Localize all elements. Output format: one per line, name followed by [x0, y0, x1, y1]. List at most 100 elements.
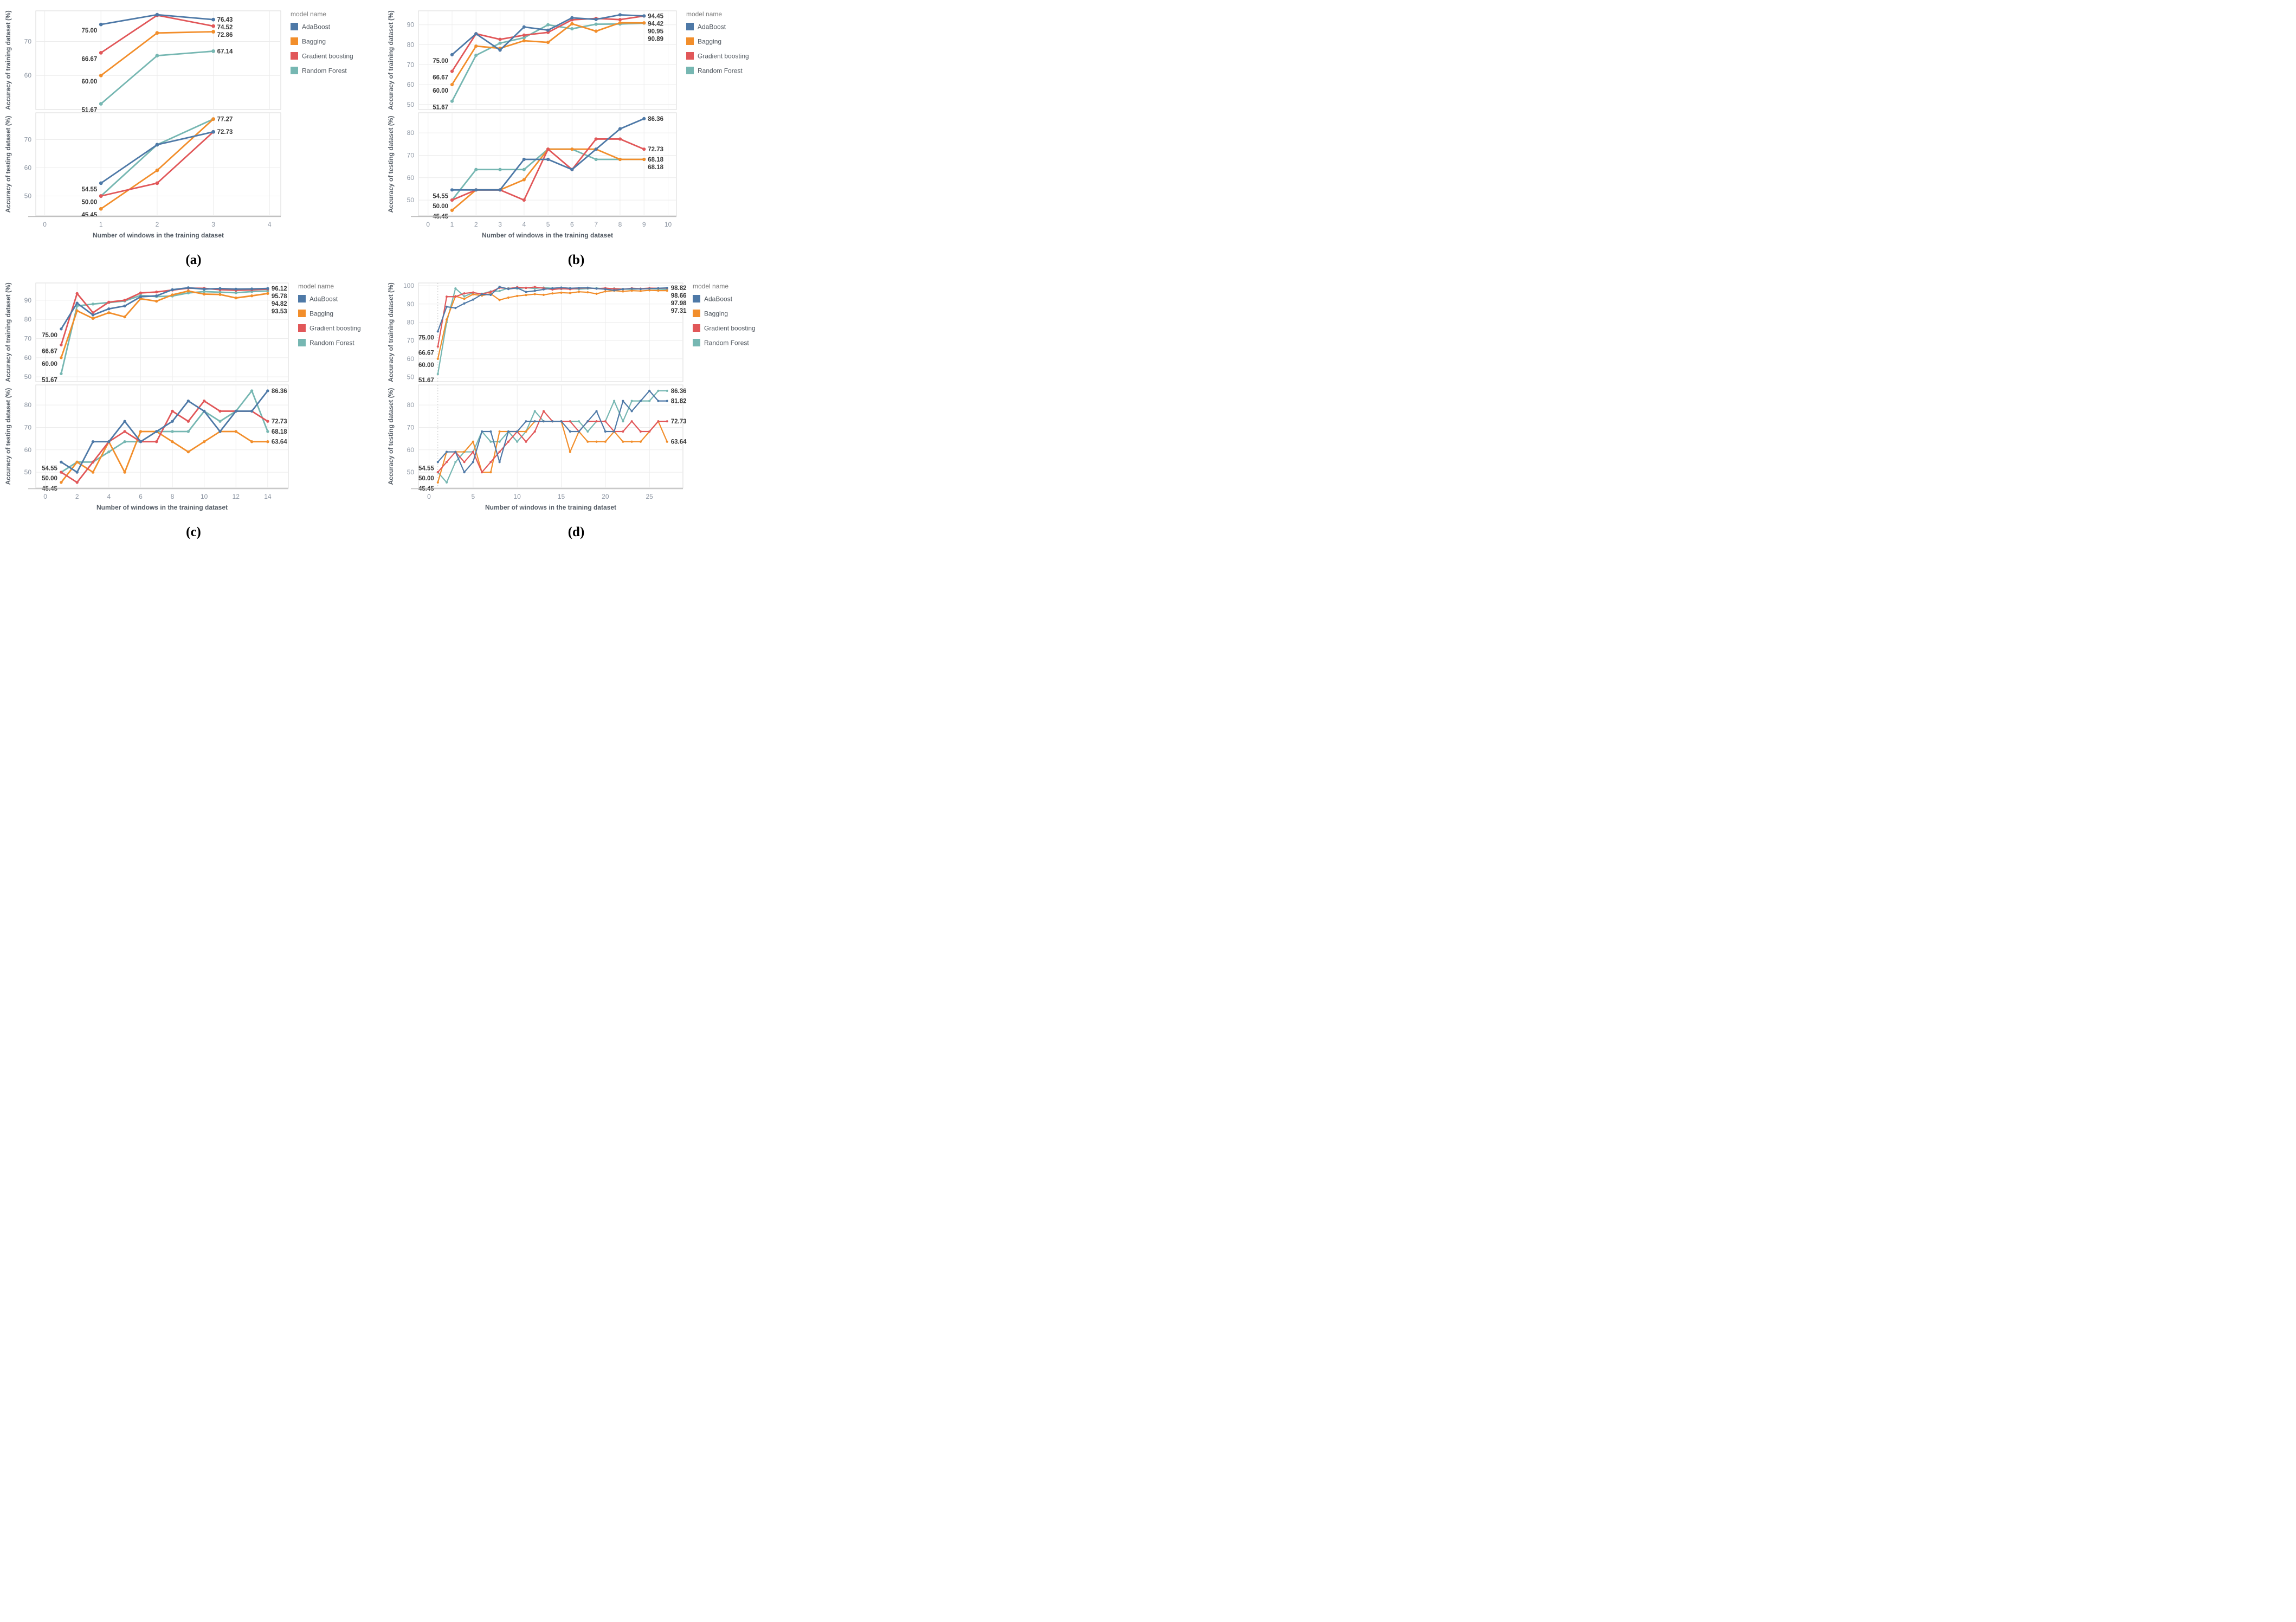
end-value-label: 68.18: [648, 157, 663, 163]
series-marker: [155, 299, 158, 303]
legend-swatch-adaboost: [693, 295, 700, 302]
start-value-label: 60.00: [418, 362, 434, 369]
plot-border-training: [35, 10, 281, 110]
series-marker: [642, 117, 646, 121]
series-marker: [211, 17, 215, 22]
series-marker: [586, 286, 589, 289]
series-marker: [454, 450, 457, 453]
start-value-label: 54.55: [42, 465, 57, 472]
series-marker: [445, 318, 448, 321]
series-marker: [586, 291, 589, 294]
legend-title: model name: [686, 10, 722, 18]
y-axis-title-testing: Accuracy of testing dataset (%): [4, 388, 12, 485]
y-tick-label: 70: [407, 61, 415, 68]
series-marker: [463, 461, 466, 464]
series-marker: [648, 289, 651, 292]
legend-label-gradient-boosting: Gradient boosting: [704, 325, 756, 332]
x-tick-label: 2: [75, 493, 79, 500]
series-marker: [91, 313, 95, 317]
series-marker: [107, 307, 111, 311]
series-marker: [622, 288, 624, 291]
series-marker: [60, 460, 63, 464]
plot-border-testing: [418, 384, 683, 488]
series-marker: [75, 460, 79, 464]
end-value-label: 72.73: [217, 129, 233, 136]
plot-border-training: [418, 282, 683, 382]
series-marker: [450, 69, 454, 73]
series-marker: [75, 309, 79, 312]
start-value-label: 60.00: [81, 79, 97, 85]
series-marker: [569, 430, 571, 433]
series-marker: [450, 188, 454, 192]
series-marker: [123, 420, 126, 423]
series-marker: [498, 440, 501, 443]
series-marker: [60, 343, 63, 346]
series-marker: [630, 287, 633, 290]
series-marker: [155, 143, 159, 147]
panel-c-caption: (c): [186, 525, 201, 539]
series-marker: [570, 22, 574, 25]
series-marker: [250, 287, 254, 291]
series-marker: [218, 291, 222, 294]
y-axis-title-testing: Accuracy of testing dataset (%): [387, 116, 395, 213]
series-marker: [498, 289, 501, 292]
series-marker: [266, 420, 269, 423]
y-tick-label: 50: [407, 468, 415, 476]
y-tick-label: 90: [407, 21, 415, 29]
series-line-adaboost: [60, 287, 269, 330]
series-marker: [155, 290, 158, 294]
series-marker: [211, 130, 215, 134]
series-marker: [622, 420, 624, 423]
legend-label-adaboost: AdaBoost: [302, 23, 331, 31]
series-marker: [75, 301, 79, 305]
series-line-bagging: [60, 430, 269, 484]
y-tick-label: 70: [24, 334, 32, 342]
start-value-label: 60.00: [42, 361, 57, 368]
y-tick-label: 50: [407, 101, 415, 108]
series-marker: [139, 291, 143, 295]
series-marker: [155, 54, 159, 58]
end-value-label: 86.36: [671, 388, 687, 395]
series-marker: [123, 471, 126, 474]
series-marker: [123, 299, 126, 302]
series-marker: [171, 430, 174, 433]
series-marker: [218, 287, 222, 290]
panel-c: 50 60 70 80 90 75.00 66.67 60.00 51.67 96.12 95.78…: [2, 278, 385, 544]
start-value-label: 50.00: [42, 475, 57, 482]
x-tick-label: 6: [139, 493, 143, 500]
series-line-random-forest: [60, 290, 269, 375]
y-tick-label: 70: [407, 151, 415, 159]
x-axis-title: Number of windows in the training datase…: [93, 231, 224, 239]
series-marker: [481, 293, 483, 295]
legend-label-gradient-boosting: Gradient boosting: [302, 53, 353, 60]
start-value-label: 50.00: [433, 203, 448, 210]
series-marker: [569, 287, 571, 289]
start-value-label: 54.55: [433, 193, 448, 199]
series-marker: [546, 40, 550, 44]
series-marker: [211, 49, 215, 53]
x-axis-title: Number of windows in the training datase…: [482, 231, 613, 239]
y-tick-label: 60: [24, 164, 32, 172]
legend-swatch-random-forest: [693, 339, 700, 346]
legend-swatch-gradient-boosting: [686, 52, 694, 60]
series-marker: [498, 461, 501, 464]
start-value-label: 51.67: [433, 105, 448, 111]
series-marker: [522, 157, 526, 162]
start-value-label: 51.67: [42, 377, 57, 383]
y-tick-label: 70: [24, 136, 32, 143]
series-marker: [99, 207, 103, 211]
end-value-label: 97.98: [671, 300, 687, 307]
series-marker: [533, 420, 536, 423]
series-marker: [498, 285, 501, 288]
series-marker: [481, 471, 483, 474]
series-marker: [202, 409, 206, 413]
end-value-label: 72.86: [217, 32, 233, 38]
series-marker: [498, 41, 502, 45]
series-marker: [218, 430, 222, 433]
series-marker: [472, 293, 474, 295]
series-marker: [211, 117, 215, 121]
series-marker: [250, 409, 254, 413]
series-marker: [570, 147, 574, 151]
y-tick-label: 80: [407, 41, 415, 49]
series-marker: [595, 287, 598, 290]
